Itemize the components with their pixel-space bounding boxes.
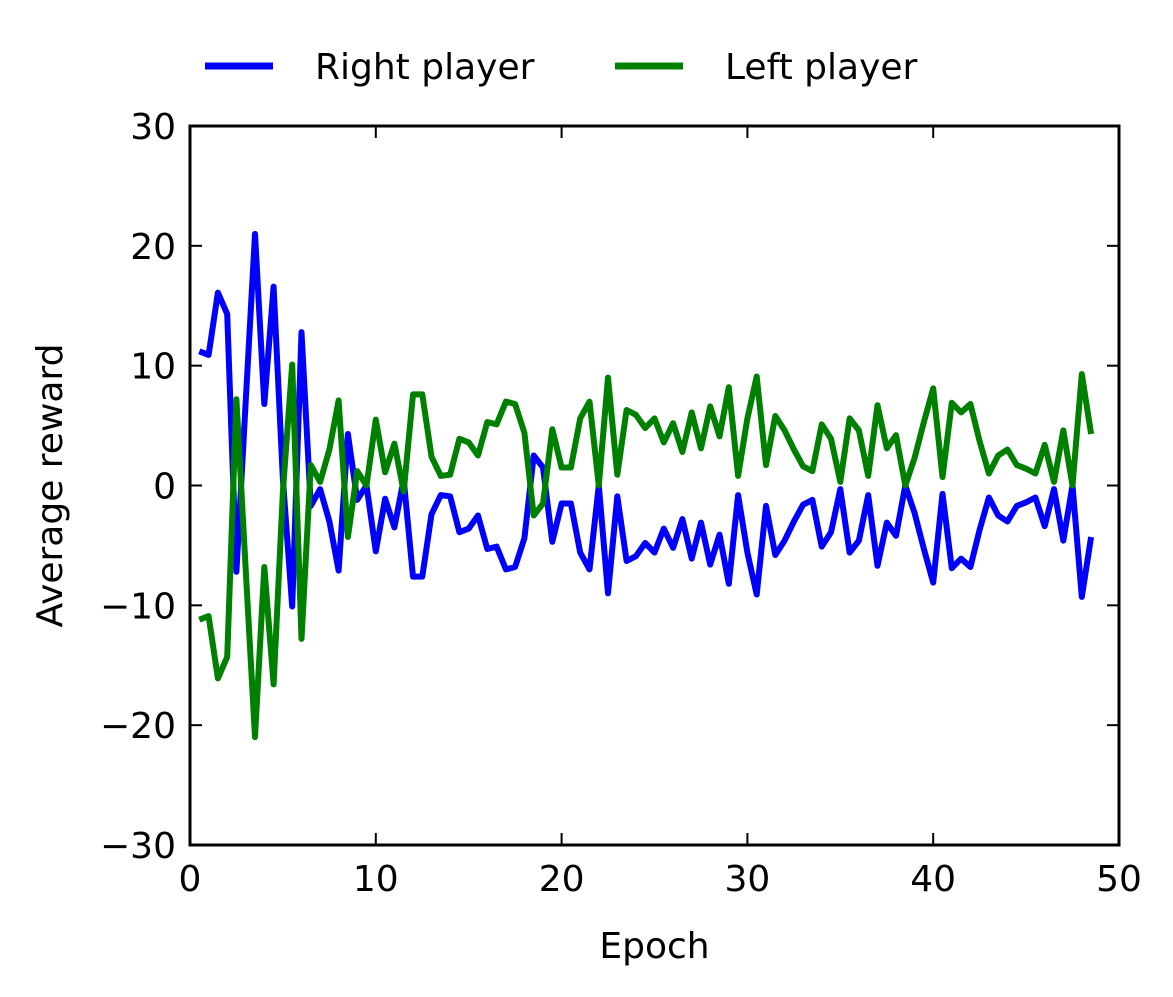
x-tick-label: 40 — [910, 859, 956, 900]
x-tick-label: 50 — [1096, 859, 1142, 900]
y-tick-label: −30 — [100, 826, 176, 867]
y-tick-label: 30 — [130, 107, 176, 148]
y-axis-label: Average reward — [30, 344, 71, 628]
x-tick-label: 30 — [724, 859, 770, 900]
series-layer — [198, 230, 1095, 741]
legend-label-1: Right player — [315, 47, 535, 88]
legend: Right player Left player — [205, 47, 918, 88]
plot-frame — [188, 124, 1121, 847]
x-axis-label: Epoch — [599, 926, 709, 967]
y-tick-label: 20 — [130, 227, 176, 268]
y-tick-label: 0 — [153, 467, 176, 508]
y-axis-ticks: 30 20 10 0 −10 −20 −30 — [100, 107, 1119, 867]
y-tick-label: 10 — [130, 347, 176, 388]
legend-label-2: Left player — [725, 47, 918, 88]
x-tick-label: 10 — [353, 859, 399, 900]
y-tick-label: −20 — [100, 706, 176, 747]
plot-area: 0 10 20 30 40 50 30 20 10 0 −10 −20 −30 — [100, 107, 1142, 900]
x-axis-ticks: 0 10 20 30 40 50 — [179, 126, 1142, 900]
x-tick-label: 0 — [179, 859, 202, 900]
x-tick-label: 20 — [539, 859, 585, 900]
series-line-2 — [198, 361, 1095, 741]
y-tick-label: −10 — [100, 586, 176, 627]
series-line-1 — [198, 230, 1095, 610]
